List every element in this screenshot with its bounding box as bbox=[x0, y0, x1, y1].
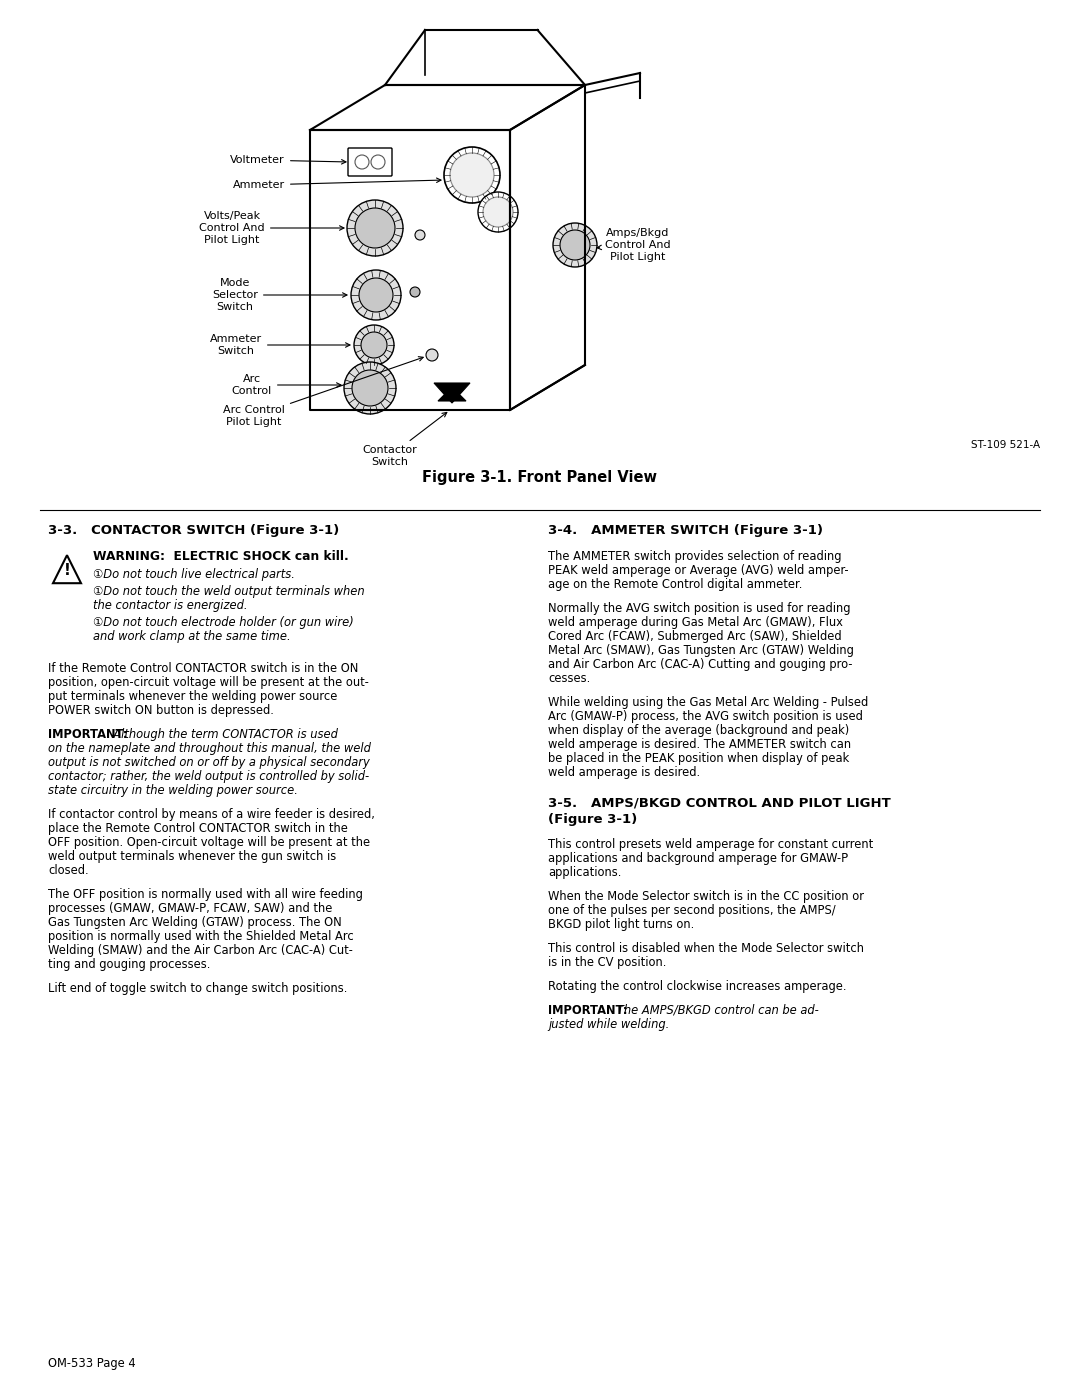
Circle shape bbox=[355, 155, 369, 169]
Text: output is not switched on or off by a physical secondary: output is not switched on or off by a ph… bbox=[48, 756, 369, 770]
Text: when display of the average (background and peak): when display of the average (background … bbox=[548, 724, 849, 738]
Text: Lift end of toggle switch to change switch positions.: Lift end of toggle switch to change swit… bbox=[48, 982, 348, 996]
Text: When the Mode Selector switch is in the CC position or: When the Mode Selector switch is in the … bbox=[548, 890, 864, 902]
Text: and Air Carbon Arc (CAC-A) Cutting and gouging pro-: and Air Carbon Arc (CAC-A) Cutting and g… bbox=[548, 658, 852, 671]
Circle shape bbox=[444, 147, 500, 203]
Polygon shape bbox=[438, 387, 465, 401]
Text: applications.: applications. bbox=[548, 866, 621, 879]
Text: ①Do not touch electrode holder (or gun wire): ①Do not touch electrode holder (or gun w… bbox=[93, 616, 354, 630]
Text: Figure 3-1. Front Panel View: Figure 3-1. Front Panel View bbox=[422, 469, 658, 485]
Text: Gas Tungsten Arc Welding (GTAW) process. The ON: Gas Tungsten Arc Welding (GTAW) process.… bbox=[48, 916, 341, 929]
Text: OM-533 Page 4: OM-533 Page 4 bbox=[48, 1356, 136, 1370]
Text: Although the term CONTACTOR is used: Although the term CONTACTOR is used bbox=[106, 728, 338, 742]
Text: Amps/Bkgd
Control And
Pilot Light: Amps/Bkgd Control And Pilot Light bbox=[597, 228, 671, 261]
Text: The AMPS/BKGD control can be ad-: The AMPS/BKGD control can be ad- bbox=[606, 1004, 819, 1017]
Text: age on the Remote Control digital ammeter.: age on the Remote Control digital ammete… bbox=[548, 578, 802, 591]
Circle shape bbox=[354, 326, 394, 365]
Circle shape bbox=[561, 231, 590, 260]
Text: This control presets weld amperage for constant current: This control presets weld amperage for c… bbox=[548, 838, 874, 851]
Text: WARNING:  ELECTRIC SHOCK can kill.: WARNING: ELECTRIC SHOCK can kill. bbox=[93, 550, 349, 563]
Text: Normally the AVG switch position is used for reading: Normally the AVG switch position is used… bbox=[548, 602, 851, 615]
Circle shape bbox=[345, 362, 396, 414]
Text: This control is disabled when the Mode Selector switch: This control is disabled when the Mode S… bbox=[548, 942, 864, 954]
Text: Metal Arc (SMAW), Gas Tungsten Arc (GTAW) Welding: Metal Arc (SMAW), Gas Tungsten Arc (GTAW… bbox=[548, 644, 854, 657]
Text: state circuitry in the welding power source.: state circuitry in the welding power sou… bbox=[48, 784, 298, 798]
Text: Mode
Selector
Switch: Mode Selector Switch bbox=[212, 278, 347, 312]
Text: IMPORTANT:: IMPORTANT: bbox=[548, 1004, 627, 1017]
Circle shape bbox=[372, 155, 384, 169]
Text: If the Remote Control CONTACTOR switch is in the ON: If the Remote Control CONTACTOR switch i… bbox=[48, 662, 359, 675]
Text: While welding using the Gas Metal Arc Welding - Pulsed: While welding using the Gas Metal Arc We… bbox=[548, 696, 868, 710]
Text: weld output terminals whenever the gun switch is: weld output terminals whenever the gun s… bbox=[48, 851, 336, 863]
Text: Ammeter: Ammeter bbox=[233, 177, 441, 190]
Text: Welding (SMAW) and the Air Carbon Arc (CAC-A) Cut-: Welding (SMAW) and the Air Carbon Arc (C… bbox=[48, 944, 353, 957]
Circle shape bbox=[351, 270, 401, 320]
Circle shape bbox=[426, 349, 438, 360]
Text: place the Remote Control CONTACTOR switch in the: place the Remote Control CONTACTOR switc… bbox=[48, 823, 348, 835]
Text: The OFF position is normally used with all wire feeding: The OFF position is normally used with a… bbox=[48, 888, 363, 901]
Text: (Figure 3-1): (Figure 3-1) bbox=[548, 813, 637, 826]
Text: PEAK weld amperage or Average (AVG) weld amper-: PEAK weld amperage or Average (AVG) weld… bbox=[548, 564, 849, 577]
Text: position, open-circuit voltage will be present at the out-: position, open-circuit voltage will be p… bbox=[48, 676, 369, 689]
Circle shape bbox=[410, 286, 420, 298]
FancyBboxPatch shape bbox=[348, 148, 392, 176]
Text: cesses.: cesses. bbox=[548, 672, 591, 685]
Text: Cored Arc (FCAW), Submerged Arc (SAW), Shielded: Cored Arc (FCAW), Submerged Arc (SAW), S… bbox=[548, 630, 841, 643]
Circle shape bbox=[553, 224, 597, 267]
Circle shape bbox=[355, 208, 395, 249]
Text: Volts/Peak
Control And
Pilot Light: Volts/Peak Control And Pilot Light bbox=[200, 211, 345, 244]
Circle shape bbox=[347, 200, 403, 256]
Text: Arc (GMAW-P) process, the AVG switch position is used: Arc (GMAW-P) process, the AVG switch pos… bbox=[548, 710, 863, 724]
Text: put terminals whenever the welding power source: put terminals whenever the welding power… bbox=[48, 690, 337, 704]
Text: 3-3.   CONTACTOR SWITCH (Figure 3-1): 3-3. CONTACTOR SWITCH (Figure 3-1) bbox=[48, 524, 339, 536]
Text: ST-109 521-A: ST-109 521-A bbox=[971, 440, 1040, 450]
Text: 3-4.   AMMETER SWITCH (Figure 3-1): 3-4. AMMETER SWITCH (Figure 3-1) bbox=[548, 524, 823, 536]
Circle shape bbox=[450, 154, 494, 197]
Circle shape bbox=[483, 197, 513, 226]
Text: closed.: closed. bbox=[48, 865, 89, 877]
Circle shape bbox=[415, 231, 426, 240]
Polygon shape bbox=[53, 555, 81, 583]
Polygon shape bbox=[434, 383, 470, 402]
Text: OFF position. Open-circuit voltage will be present at the: OFF position. Open-circuit voltage will … bbox=[48, 837, 370, 849]
Text: justed while welding.: justed while welding. bbox=[548, 1018, 670, 1031]
Text: applications and background amperage for GMAW-P: applications and background amperage for… bbox=[548, 852, 848, 865]
Text: !: ! bbox=[64, 563, 70, 578]
Text: be placed in the PEAK position when display of peak: be placed in the PEAK position when disp… bbox=[548, 752, 849, 766]
Circle shape bbox=[359, 278, 393, 312]
Text: IMPORTANT:: IMPORTANT: bbox=[48, 728, 127, 742]
Text: Ammeter
Switch: Ammeter Switch bbox=[210, 334, 350, 356]
Text: Arc Control
Pilot Light: Arc Control Pilot Light bbox=[224, 356, 423, 427]
Text: ting and gouging processes.: ting and gouging processes. bbox=[48, 958, 211, 971]
Text: the contactor is energized.: the contactor is energized. bbox=[93, 599, 247, 612]
Circle shape bbox=[352, 370, 388, 407]
Text: is in the CV position.: is in the CV position. bbox=[548, 956, 666, 968]
Text: contactor; rather, the weld output is controlled by solid-: contactor; rather, the weld output is co… bbox=[48, 770, 369, 784]
Text: 3-5.   AMPS/BKGD CONTROL AND PILOT LIGHT: 3-5. AMPS/BKGD CONTROL AND PILOT LIGHT bbox=[548, 796, 891, 809]
Text: POWER switch ON button is depressed.: POWER switch ON button is depressed. bbox=[48, 704, 274, 718]
Text: weld amperage is desired. The AMMETER switch can: weld amperage is desired. The AMMETER sw… bbox=[548, 738, 851, 752]
Text: ①Do not touch live electrical parts.: ①Do not touch live electrical parts. bbox=[93, 569, 295, 581]
Text: weld amperage is desired.: weld amperage is desired. bbox=[548, 766, 700, 780]
Text: weld amperage during Gas Metal Arc (GMAW), Flux: weld amperage during Gas Metal Arc (GMAW… bbox=[548, 616, 842, 629]
Text: Rotating the control clockwise increases amperage.: Rotating the control clockwise increases… bbox=[548, 979, 847, 993]
Text: The AMMETER switch provides selection of reading: The AMMETER switch provides selection of… bbox=[548, 550, 841, 563]
Text: ①Do not touch the weld output terminals when: ①Do not touch the weld output terminals … bbox=[93, 585, 365, 598]
Text: one of the pulses per second positions, the AMPS/: one of the pulses per second positions, … bbox=[548, 904, 836, 916]
Text: BKGD pilot light turns on.: BKGD pilot light turns on. bbox=[548, 918, 694, 930]
Text: If contactor control by means of a wire feeder is desired,: If contactor control by means of a wire … bbox=[48, 809, 375, 821]
Text: position is normally used with the Shielded Metal Arc: position is normally used with the Shiel… bbox=[48, 930, 354, 943]
Text: Voltmeter: Voltmeter bbox=[230, 155, 346, 165]
Circle shape bbox=[361, 332, 387, 358]
Text: Contactor
Switch: Contactor Switch bbox=[363, 412, 447, 467]
Circle shape bbox=[478, 191, 518, 232]
Text: processes (GMAW, GMAW-P, FCAW, SAW) and the: processes (GMAW, GMAW-P, FCAW, SAW) and … bbox=[48, 902, 333, 915]
Text: Arc
Control: Arc Control bbox=[232, 374, 341, 395]
Text: on the nameplate and throughout this manual, the weld: on the nameplate and throughout this man… bbox=[48, 742, 370, 756]
Text: and work clamp at the same time.: and work clamp at the same time. bbox=[93, 630, 291, 644]
